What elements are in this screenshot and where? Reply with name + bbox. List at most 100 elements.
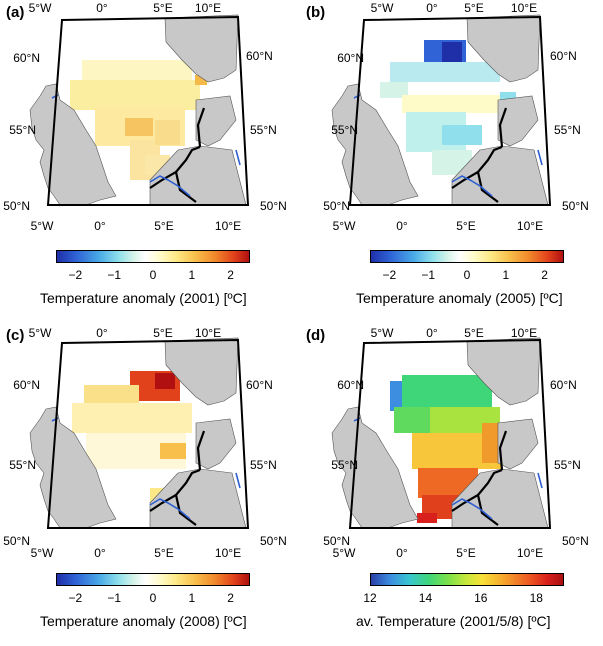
colorbar-ticks: −2 −1 0 1 2	[370, 268, 564, 282]
svg-text:55°N: 55°N	[9, 458, 36, 472]
svg-text:5°E: 5°E	[154, 546, 173, 560]
svg-text:10°E: 10°E	[195, 1, 221, 15]
map: 5°W 0° 5°E 10°E 5°W 0° 5°E 10°E 60°N 55°…	[3, 326, 287, 560]
colorbar-tick: 2	[227, 268, 234, 282]
colorbar-tick: 14	[418, 591, 433, 605]
svg-text:60°N: 60°N	[550, 49, 577, 63]
svg-text:50°N: 50°N	[260, 534, 287, 548]
svg-text:10°E: 10°E	[215, 546, 241, 560]
colorbar-ticks: −2 −1 0 1 2	[56, 591, 250, 605]
colorbar-tick: 18	[529, 591, 543, 605]
svg-text:5°E: 5°E	[456, 546, 475, 560]
map-frame	[348, 15, 552, 206]
panel-label: (b)	[306, 4, 326, 21]
svg-text:0°: 0°	[94, 219, 106, 233]
svg-text:60°N: 60°N	[13, 378, 40, 392]
national-borders	[451, 107, 508, 203]
colorbar-title: Temperature anomaly (2001) [ºC]	[40, 290, 247, 306]
svg-text:10°E: 10°E	[517, 546, 543, 560]
panel-b: (b) 5°W	[302, 0, 603, 323]
panel-label: (d)	[306, 327, 326, 344]
svg-text:60°N: 60°N	[337, 51, 364, 65]
svg-text:55°N: 55°N	[331, 123, 358, 137]
svg-text:50°N: 50°N	[323, 534, 350, 548]
axis-labels: 5°W 0° 5°E 10°E 5°W 0° 5°E 10°E 60°N 55°…	[3, 1, 287, 233]
land	[331, 14, 549, 206]
svg-text:5°E: 5°E	[153, 326, 172, 340]
panel-label: (a)	[6, 4, 25, 21]
colorbar-title: Temperature anomaly (2005) [ºC]	[356, 290, 563, 306]
map: 5°W 0° 5°E 10°E 5°W 0° 5°E 10°E 60°N 55°…	[323, 1, 589, 233]
map-frame	[46, 338, 250, 529]
svg-text:5°W: 5°W	[31, 219, 54, 233]
national-borders	[149, 107, 206, 203]
svg-text:0°: 0°	[96, 1, 108, 15]
svg-text:55°N: 55°N	[9, 123, 36, 137]
colorbar-tick: 2	[227, 591, 234, 605]
svg-text:55°N: 55°N	[554, 458, 581, 472]
svg-text:5°W: 5°W	[333, 546, 356, 560]
svg-text:60°N: 60°N	[246, 378, 273, 392]
svg-text:5°E: 5°E	[153, 1, 172, 15]
svg-text:50°N: 50°N	[562, 534, 589, 548]
svg-text:5°E: 5°E	[456, 219, 475, 233]
colorbar-tick: −2	[68, 591, 83, 605]
svg-text:0°: 0°	[426, 1, 438, 15]
colorbar-tick: 1	[188, 591, 196, 605]
land	[29, 337, 247, 529]
colorbar-tick: −2	[382, 268, 397, 282]
panel-d: (d) 5°W	[302, 323, 603, 646]
colorbar-tick: 16	[474, 591, 488, 605]
national-borders	[451, 430, 508, 526]
svg-text:5°W: 5°W	[371, 326, 394, 340]
svg-text:50°N: 50°N	[562, 199, 589, 213]
svg-text:50°N: 50°N	[323, 199, 350, 213]
panel-a: (a) 5°W 0	[0, 0, 301, 323]
svg-text:5°W: 5°W	[333, 219, 356, 233]
sea-temperature-field	[390, 375, 512, 523]
svg-text:10°E: 10°E	[511, 326, 537, 340]
svg-text:50°N: 50°N	[260, 199, 287, 213]
colorbar	[370, 573, 564, 586]
colorbar-tick: −1	[107, 591, 122, 605]
svg-text:60°N: 60°N	[13, 51, 40, 65]
colorbar-ticks: 12 14 16 18	[363, 591, 564, 605]
colorbar-ticks: −2 −1 0 1 2	[56, 268, 250, 282]
sea-temperature-field	[380, 40, 516, 175]
colorbar-title: Temperature anomaly (2008) [ºC]	[40, 613, 247, 629]
svg-text:55°N: 55°N	[554, 123, 581, 137]
svg-text:0°: 0°	[396, 219, 408, 233]
svg-text:55°N: 55°N	[250, 458, 277, 472]
colorbar-tick: 12	[363, 591, 377, 605]
svg-text:55°N: 55°N	[250, 123, 277, 137]
svg-text:10°E: 10°E	[517, 219, 543, 233]
svg-text:50°N: 50°N	[3, 534, 30, 548]
colorbar	[370, 250, 564, 263]
map-frame	[46, 15, 250, 206]
colorbar-tick: 0	[149, 268, 157, 282]
panel-label: (c)	[6, 327, 25, 344]
svg-text:50°N: 50°N	[3, 199, 30, 213]
axis-labels: 5°W 0° 5°E 10°E 5°W 0° 5°E 10°E 60°N 55°…	[3, 326, 287, 560]
svg-text:5°W: 5°W	[29, 326, 52, 340]
axis-labels: 5°W 0° 5°E 10°E 5°W 0° 5°E 10°E 60°N 55°…	[323, 1, 589, 233]
svg-text:10°E: 10°E	[195, 326, 221, 340]
map-frame	[348, 338, 552, 529]
colorbar-title: av. Temperature (2001/5/8) [ºC]	[356, 613, 551, 629]
svg-text:5°W: 5°W	[31, 546, 54, 560]
colorbar-tick: −1	[421, 268, 436, 282]
svg-text:60°N: 60°N	[246, 49, 273, 63]
colorbar-tick: 2	[541, 268, 548, 282]
map: 5°W 0° 5°E 10°E 5°W 0° 5°E 10°E 60°N 55°…	[3, 1, 287, 233]
svg-text:60°N: 60°N	[337, 378, 364, 392]
colorbar-tick: −2	[68, 268, 83, 282]
svg-text:5°E: 5°E	[464, 326, 483, 340]
svg-text:5°E: 5°E	[154, 219, 173, 233]
axis-labels: 5°W 0° 5°E 10°E 5°W 0° 5°E 10°E 60°N 55°…	[323, 326, 589, 560]
svg-text:10°E: 10°E	[215, 219, 241, 233]
colorbar-tick: 0	[463, 268, 471, 282]
colorbar	[56, 573, 250, 586]
svg-text:10°E: 10°E	[511, 1, 537, 15]
svg-text:55°N: 55°N	[331, 458, 358, 472]
colorbar-tick: 0	[149, 591, 157, 605]
